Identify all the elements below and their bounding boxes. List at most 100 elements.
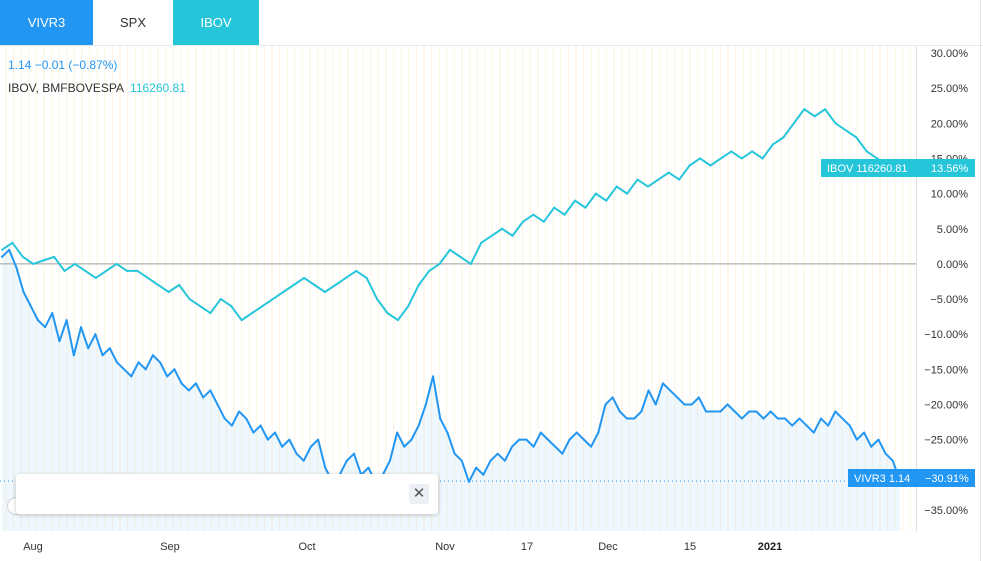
- series-segment: [542, 206, 556, 223]
- series-segment: [699, 157, 712, 167]
- series-segment: [151, 354, 162, 364]
- series-segment: [292, 276, 306, 286]
- series-segment: [417, 403, 427, 427]
- series-segment: [42, 255, 56, 262]
- series-segment: [554, 445, 564, 455]
- series-segment: [647, 389, 657, 406]
- series-segment: [202, 389, 212, 399]
- series-segment: [784, 417, 794, 427]
- series-segment: [407, 283, 420, 308]
- series-segment: [865, 150, 879, 160]
- x-tick-label: 15: [684, 541, 696, 553]
- y-tick-label: −10.00%: [924, 329, 968, 341]
- tab-spx[interactable]: SPX: [93, 0, 173, 45]
- series-segment: [480, 234, 493, 244]
- series-segment: [11, 241, 24, 258]
- series-segment: [798, 417, 808, 427]
- series-segment: [334, 276, 347, 286]
- x-tick-label: Nov: [435, 541, 455, 553]
- vivr3-price-badge: VIVR3 1.14 −30.91%: [848, 469, 975, 487]
- series-segment: [740, 410, 751, 420]
- series-segment: [302, 445, 312, 462]
- series-segment: [21, 255, 35, 265]
- series-segment: [678, 164, 691, 181]
- series-segment: [813, 108, 827, 118]
- series-segment: [194, 382, 205, 399]
- series-segment: [446, 431, 456, 455]
- tab-vivr3[interactable]: VIVR3: [0, 0, 93, 45]
- series-segment: [824, 108, 837, 125]
- series-segment: [381, 459, 391, 476]
- series-segment: [386, 312, 399, 322]
- series-segment: [791, 417, 801, 427]
- series-segment: [819, 417, 830, 427]
- series-segment: [36, 319, 47, 329]
- series-segment: [216, 403, 226, 420]
- series-segment: [288, 438, 298, 455]
- main-series-legend: 1.14 −0.01 (−0.87%): [8, 58, 118, 72]
- series-segment: [709, 157, 722, 167]
- series-segment: [844, 129, 858, 139]
- close-icon[interactable]: ✕: [409, 484, 429, 504]
- series-segment: [568, 431, 578, 441]
- series-segment: [546, 438, 557, 448]
- series-segment: [344, 269, 358, 279]
- ibov-badge-label: IBOV 116260.81: [827, 163, 908, 175]
- series-segment: [32, 259, 45, 265]
- series-segment: [251, 305, 264, 315]
- series-segment: [803, 108, 816, 118]
- series-segment: [669, 389, 679, 399]
- series-segment: [636, 178, 649, 188]
- series-segment: [884, 452, 894, 462]
- series-segment: [782, 122, 795, 139]
- series-segment: [65, 319, 75, 357]
- y-tick-label: 25.00%: [931, 83, 969, 95]
- series-segment: [115, 262, 129, 272]
- series-segment: [584, 192, 597, 209]
- series-segment: [29, 305, 39, 322]
- y-tick-label: 10.00%: [931, 189, 969, 201]
- series-segment: [640, 389, 650, 413]
- series-segment: [827, 410, 837, 427]
- series-segment: [87, 333, 97, 350]
- series-segment: [475, 466, 485, 476]
- series-segment: [51, 312, 61, 343]
- series-segment: [582, 438, 593, 448]
- ibov-price-badge: IBOV 116260.81 13.56%: [821, 159, 975, 177]
- series-segment: [245, 417, 255, 434]
- series-segment: [8, 248, 18, 269]
- series-segment: [101, 347, 111, 357]
- tab-ibov[interactable]: IBOV: [173, 0, 259, 45]
- series-segment: [575, 431, 585, 441]
- series-segment: [94, 269, 108, 279]
- series-segment: [365, 276, 379, 301]
- series-segment: [719, 403, 729, 413]
- series-segment: [805, 424, 815, 434]
- series-segment: [396, 431, 406, 448]
- series-segment: [273, 431, 284, 448]
- series-segment: [496, 452, 506, 462]
- series-segment: [792, 108, 806, 125]
- series-segment: [532, 213, 545, 223]
- series-segment: [252, 424, 262, 434]
- series-segment: [460, 459, 470, 483]
- series-segment: [266, 431, 276, 441]
- series-segment: [532, 431, 542, 448]
- series-segment: [94, 333, 104, 357]
- series-segment: [597, 403, 607, 434]
- series-segment: [501, 227, 514, 237]
- series-segment: [80, 326, 90, 350]
- series-segment: [345, 452, 356, 462]
- series-segment: [539, 431, 549, 441]
- series-segment: [396, 305, 410, 322]
- series-segment: [73, 262, 87, 272]
- series-segment: [511, 438, 521, 448]
- series-segment: [771, 136, 785, 146]
- series-segment: [188, 298, 201, 308]
- vivr3-area-fill: [2, 249, 900, 531]
- series-segment: [870, 438, 880, 448]
- series-segment: [403, 438, 413, 448]
- ibov-series: [1, 108, 899, 322]
- series-segment: [360, 466, 370, 476]
